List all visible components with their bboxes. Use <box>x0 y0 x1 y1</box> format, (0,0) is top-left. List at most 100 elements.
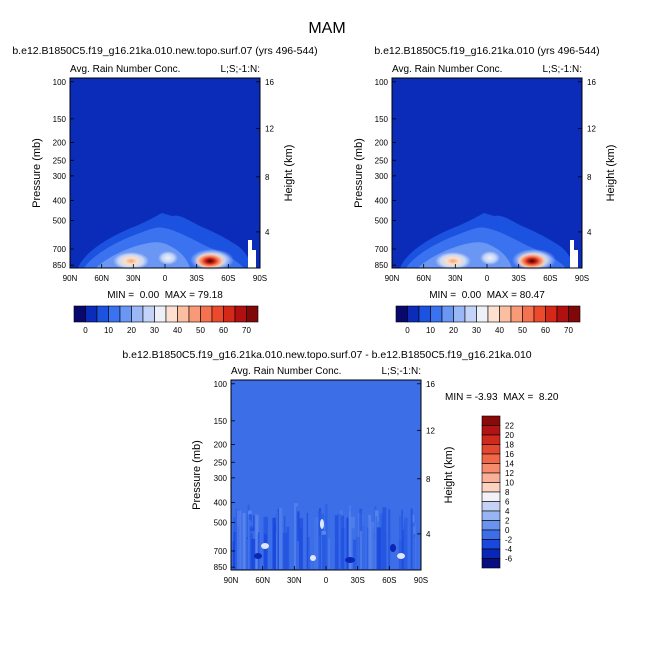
negative-anomaly <box>345 557 355 563</box>
colorbar-swatch <box>481 529 501 540</box>
y-tick-label: 400 <box>53 197 67 206</box>
y-tick-label: 300 <box>214 474 228 483</box>
colorbar-swatch <box>481 444 501 455</box>
difference-streak <box>346 517 349 569</box>
colorbar-swatch <box>556 305 569 323</box>
difference-streak <box>251 538 256 569</box>
colorbar-swatch <box>246 305 259 323</box>
difference-streak <box>254 514 259 569</box>
y-axis-right: 16 12 8 4 <box>578 78 596 237</box>
colorbar-swatch <box>96 305 109 323</box>
y-tick-label: 200 <box>53 139 67 148</box>
colorbar-label: 22 <box>505 422 514 431</box>
colorbar-swatch <box>108 305 121 323</box>
colorbar-swatch <box>223 305 236 323</box>
positive-anomaly <box>320 519 324 529</box>
difference-field <box>232 503 417 569</box>
difference-streak <box>376 527 382 569</box>
warm-spot-nh <box>113 252 149 270</box>
y-tick-label: 300 <box>53 172 67 181</box>
y-tick-label: 250 <box>53 156 67 165</box>
difference-streak <box>324 504 328 569</box>
colorbar-swatch <box>481 501 501 512</box>
y-axis-right: 16 12 8 4 <box>417 380 435 539</box>
y-tick-label: 700 <box>53 245 67 254</box>
panel-difference: b.e12.B1850C5.f19_g16.21ka.010.new.topo.… <box>122 349 558 585</box>
colorbar-label: 30 <box>150 326 159 335</box>
y-right-axis-label: Height (km) <box>443 447 455 504</box>
colorbar-swatch <box>522 305 535 323</box>
y-tick-label: 300 <box>375 172 389 181</box>
x-tick-label: 90N <box>224 576 239 585</box>
corner-label: L;S;-1:N: <box>543 64 582 75</box>
colorbar-label: 12 <box>505 469 514 478</box>
colorbar-swatch <box>481 482 501 493</box>
y-tick-label: 250 <box>214 458 228 467</box>
colorbar-label: 10 <box>426 326 435 335</box>
y-axis-label: Pressure (mb) <box>31 138 43 208</box>
positive-anomaly <box>261 543 269 549</box>
colorbar-swatch <box>481 510 501 521</box>
difference-streak <box>277 508 280 569</box>
positive-anomaly <box>397 553 405 559</box>
colorbar-swatch <box>533 305 546 323</box>
y-right-tick-label: 12 <box>426 426 435 435</box>
colorbar-label: 10 <box>505 479 514 488</box>
difference-streak <box>321 534 327 569</box>
colorbar-swatch <box>188 305 201 323</box>
colorbar-swatch <box>481 463 501 474</box>
difference-streak <box>328 538 330 569</box>
difference-streak <box>242 513 246 569</box>
difference-streak <box>272 517 277 569</box>
colorbar-label: -2 <box>505 536 513 545</box>
y-right-tick-label: 16 <box>265 78 274 87</box>
y-right-axis-label: Height (km) <box>283 145 295 202</box>
corner-label: L;S;-1:N: <box>221 64 260 75</box>
y-tick-label: 150 <box>375 115 389 124</box>
colorbar-swatch <box>395 305 408 323</box>
positive-anomaly <box>310 555 316 561</box>
y-tick-label: 200 <box>375 139 389 148</box>
min-max-stats: MIN = 0.00 MAX = 80.47 <box>429 290 545 301</box>
y-tick-label: 700 <box>214 547 228 556</box>
difference-streak <box>383 532 387 569</box>
colorbar-swatch <box>131 305 144 323</box>
difference-streak <box>359 530 363 569</box>
difference-streak <box>399 515 401 569</box>
difference-streak <box>283 516 286 569</box>
difference-streak <box>276 511 279 569</box>
plot-area <box>69 77 261 271</box>
colorbar-swatch <box>154 305 167 323</box>
difference-streak <box>232 521 234 569</box>
x-tick-label: 30N <box>287 576 302 585</box>
difference-streak <box>356 536 361 569</box>
light-spot-eq <box>158 251 178 265</box>
y-axis-label: Pressure (mb) <box>353 138 365 208</box>
colorbar: 0 10 20 30 40 50 60 70 <box>395 305 581 335</box>
colorbar-label: -4 <box>505 545 513 554</box>
difference-streak <box>278 507 283 569</box>
difference-streak <box>379 513 384 569</box>
difference-streak <box>338 509 341 569</box>
difference-streak <box>334 515 339 569</box>
y-tick-label: 150 <box>214 417 228 426</box>
y-tick-label: 700 <box>375 245 389 254</box>
colorbar-label: 60 <box>219 326 228 335</box>
difference-streak <box>366 527 370 569</box>
difference-streak <box>368 514 372 569</box>
y-right-axis-label: Height (km) <box>605 145 617 202</box>
y-tick-label: 850 <box>375 261 389 270</box>
y-right-tick-label: 8 <box>426 475 431 484</box>
colorbar-swatch <box>481 434 501 445</box>
y-tick-label: 400 <box>214 499 228 508</box>
y-tick-label: 150 <box>53 115 67 124</box>
figure-title: MAM <box>308 20 345 37</box>
colorbar-swatch <box>119 305 132 323</box>
y-tick-label: 850 <box>214 563 228 572</box>
y-right-tick-label: 12 <box>265 124 274 133</box>
colorbar-label: 0 <box>405 326 410 335</box>
y-tick-label: 500 <box>214 519 228 528</box>
x-tick-label: 30N <box>126 274 141 283</box>
colorbar-swatch <box>430 305 443 323</box>
